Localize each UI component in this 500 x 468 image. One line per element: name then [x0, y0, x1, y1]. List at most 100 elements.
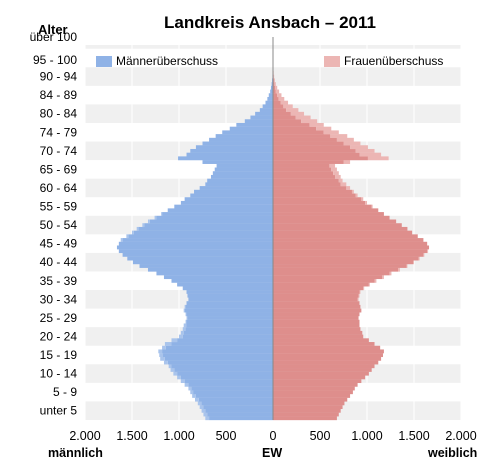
bar-female-surplus: [290, 111, 305, 116]
bar-female-surplus: [301, 119, 318, 124]
y-tick-label: 55 - 59: [40, 200, 78, 214]
bar-female: [273, 397, 348, 402]
bar-female: [273, 282, 369, 287]
bar-female: [273, 260, 414, 265]
bar-female: [273, 104, 284, 109]
bar-male: [147, 267, 273, 272]
bar-female-surplus: [374, 278, 377, 283]
bar-male-surplus: [183, 323, 187, 328]
bar-female: [273, 319, 360, 324]
bar-female: [273, 405, 343, 410]
bar-female-surplus: [343, 160, 351, 164]
bar-male: [156, 271, 273, 276]
bar-female-surplus: [273, 74, 275, 79]
bar-female-surplus: [363, 286, 365, 291]
bar-male-surplus: [184, 304, 186, 309]
bar-female-surplus: [286, 108, 299, 112]
bar-female: [273, 171, 334, 176]
bar-male: [138, 226, 273, 231]
bar-male: [270, 85, 273, 90]
bar-female: [273, 182, 341, 187]
bar-female: [273, 412, 339, 417]
bar-male: [207, 178, 273, 183]
x-tick-label: 1.000: [351, 429, 382, 443]
y-tick-labels: unter 5 5 - 9 10 - 14 15 - 19 20 - 24 25 - 29…: [30, 30, 78, 418]
y-tick-label: 30 - 34: [40, 292, 78, 306]
bar-female: [273, 330, 363, 335]
bar-male: [184, 308, 273, 313]
x-tick-label: 1.500: [398, 429, 429, 443]
bar-male: [236, 122, 273, 127]
bar-male-surplus: [194, 397, 199, 402]
bar-male-surplus: [161, 212, 163, 216]
bar-male: [174, 204, 273, 209]
bar-male: [163, 353, 273, 358]
bar-female: [273, 122, 310, 127]
bar-male: [186, 323, 273, 328]
bar-female: [273, 163, 330, 168]
bar-female: [273, 141, 344, 146]
bar-male-surplus: [201, 408, 206, 413]
bar-female-surplus: [423, 252, 425, 257]
bar-female: [273, 308, 362, 313]
bar-female-surplus: [355, 148, 375, 153]
bar-female: [273, 197, 362, 202]
bar-male-surplus: [120, 238, 123, 242]
bar-female-surplus: [413, 260, 414, 265]
bar-male: [212, 171, 273, 176]
bar-male: [214, 167, 273, 172]
bar-female-surplus: [382, 275, 384, 280]
bar-male: [132, 260, 273, 265]
bar-female-surplus: [361, 197, 364, 202]
bar-female-surplus: [359, 290, 361, 294]
bar-female: [273, 293, 359, 298]
bar-female-surplus: [273, 78, 275, 83]
bar-male: [133, 230, 273, 235]
x-tick-labels: 2.000 1.500 1.000 500 0 500 1.000 1.500 2.000: [69, 429, 476, 443]
bar-female-surplus: [323, 130, 339, 135]
bar-male-surplus: [132, 230, 134, 235]
bar-female: [273, 249, 428, 254]
bar-female: [273, 167, 332, 172]
bar-male: [205, 182, 273, 187]
bar-female-surplus: [335, 174, 341, 179]
y-tick-label: 25 - 29: [40, 311, 78, 325]
bar-female: [273, 349, 384, 354]
bar-male: [177, 338, 273, 343]
bar-male: [215, 134, 273, 138]
bar-female: [273, 382, 358, 387]
legend-male-swatch: [96, 55, 112, 67]
chart-title: Landkreis Ansbach – 2011: [164, 13, 376, 32]
bar-male: [267, 96, 273, 101]
bar-male: [195, 394, 273, 398]
legend-female-label: Frauenüberschuss: [344, 54, 444, 68]
bar-male-surplus: [179, 334, 183, 339]
bar-female: [273, 212, 384, 216]
bar-male-surplus: [197, 401, 202, 406]
bar-male: [190, 148, 273, 153]
bar-female: [273, 145, 351, 150]
bar-female-surplus: [275, 85, 278, 90]
bar-male-surplus: [180, 330, 184, 335]
bar-male-surplus: [186, 316, 188, 320]
bar-female-surplus: [330, 134, 348, 138]
bar-female: [273, 160, 344, 164]
bar-male: [205, 408, 273, 413]
bar-female: [273, 178, 339, 183]
bar-male: [190, 193, 273, 198]
bar-male: [186, 312, 273, 317]
bar-male-surplus: [182, 327, 186, 332]
bar-male: [222, 130, 273, 135]
bar-male: [202, 160, 273, 164]
bar-male: [259, 108, 273, 112]
bars: [116, 56, 430, 421]
bar-male: [216, 163, 273, 168]
bar-male: [139, 264, 273, 268]
bar-male: [187, 293, 273, 298]
bar-male: [163, 275, 273, 280]
bar-female-surplus: [359, 152, 382, 157]
bar-female-surplus: [309, 122, 324, 127]
y-tick-label: über 100: [30, 30, 78, 44]
bar-female: [273, 353, 383, 358]
bar-male: [191, 386, 273, 391]
